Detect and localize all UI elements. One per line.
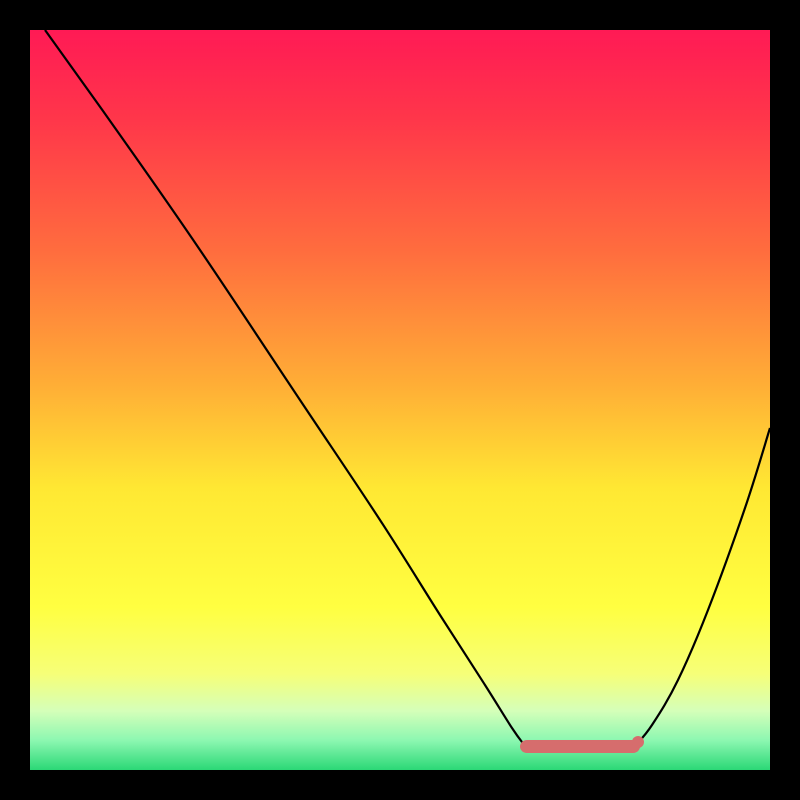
bottleneck-curve-chart <box>0 0 800 800</box>
chart-stage: TheBottleneck.com <box>0 0 800 800</box>
optimal-marker-dot <box>632 736 644 748</box>
optimal-range-band <box>520 740 640 753</box>
plot-background <box>30 30 770 770</box>
